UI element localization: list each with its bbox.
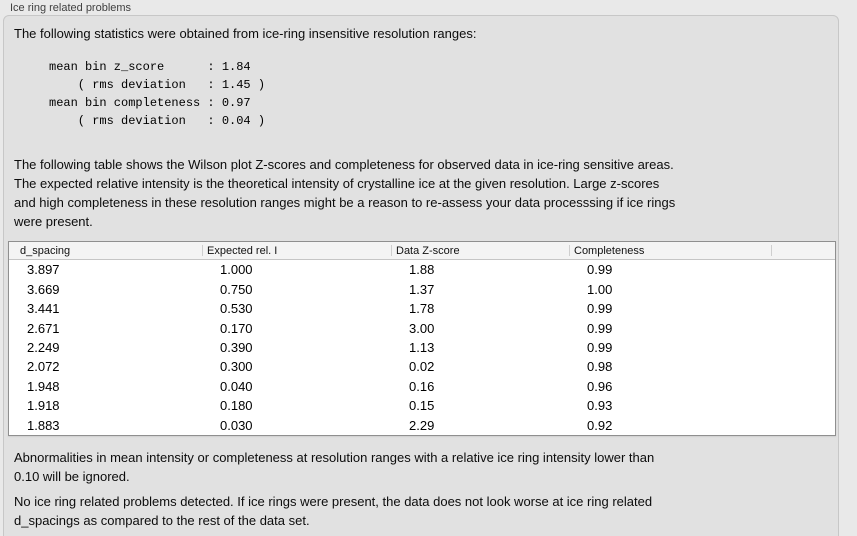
table-cell: 0.300 [220,359,253,375]
groupbox-title: Ice ring related problems [10,2,132,14]
table-row[interactable]: 3.897 1.000 1.88 0.99 [9,260,835,279]
column-header-expected-rel-i[interactable]: Expected rel. I [202,242,391,259]
table-cell: 0.99 [587,301,613,317]
table-cell: 0.02 [409,359,435,375]
table-cell: 3.441 [27,301,60,317]
table-cell: 1.78 [409,301,435,317]
table-row[interactable]: 1.948 0.040 0.16 0.96 [9,377,835,396]
table-row[interactable]: 1.883 0.030 2.29 0.92 [9,416,835,435]
table-cell: 2.671 [27,320,60,336]
table-cell: 1.918 [27,398,60,414]
table-row[interactable]: 1.918 0.180 0.15 0.93 [9,396,835,415]
table-cell: 0.92 [587,417,613,433]
table-cell: 0.99 [587,262,613,278]
table-cell: 0.040 [220,378,253,394]
table-cell: 0.16 [409,378,435,394]
table-cell: 2.249 [27,339,60,355]
table-body: 3.897 1.000 1.88 0.99 3.669 0.750 1.37 1.00 3.44… [9,260,835,435]
table-cell: 1.948 [27,378,60,394]
column-header-empty [771,242,835,259]
table-cell: 0.99 [587,320,613,336]
conclusion-text: No ice ring related problems detected. I… [14,494,653,528]
ignore-note-text: Abnormalities in mean intensity or compl… [14,450,655,484]
table-cell: 0.98 [587,359,613,375]
table-cell: 0.750 [220,281,253,297]
table-cell: 0.96 [587,378,613,394]
table-cell: 0.030 [220,417,253,433]
table-cell: 2.072 [27,359,60,375]
table-cell: 3.00 [409,320,435,336]
column-header-data-z-score[interactable]: Data Z-score [391,242,569,259]
table-cell: 2.29 [409,417,435,433]
table-cell: 0.390 [220,339,253,355]
table-cell: 0.180 [220,398,253,414]
table-cell: 3.669 [27,281,60,297]
stats-block: mean bin z_score : 1.84 ( rms deviation … [49,60,266,128]
table-cell: 0.99 [587,339,613,355]
table-cell: 1.000 [220,262,253,278]
table-cell: 0.93 [587,398,613,414]
table-description-text: The following table shows the Wilson plo… [14,157,676,229]
table-cell: 3.897 [27,262,60,278]
table-row[interactable]: 2.072 0.300 0.02 0.98 [9,357,835,376]
table-cell: 1.13 [409,339,435,355]
table-cell: 0.15 [409,398,435,414]
table-row[interactable]: 2.249 0.390 1.13 0.99 [9,338,835,357]
table-row[interactable]: 3.441 0.530 1.78 0.99 [9,299,835,318]
column-header-d-spacing[interactable]: d_spacing [20,244,71,257]
table-cell: 1.00 [587,281,613,297]
column-header-completeness[interactable]: Completeness [569,242,771,259]
table-cell: 1.88 [409,262,435,278]
table-cell: 1.37 [409,281,435,297]
table-header-row: d_spacing Expected rel. I Data Z-score Comp… [9,242,835,260]
table-row[interactable]: 3.669 0.750 1.37 1.00 [9,279,835,298]
intro-text: The following statistics were obtained f… [14,26,477,41]
table-cell: 1.883 [27,417,60,433]
table-row[interactable]: 2.671 0.170 3.00 0.99 [9,318,835,337]
table-cell: 0.530 [220,301,253,317]
ice-ring-table: d_spacing Expected rel. I Data Z-score Comp… [8,241,836,436]
table-cell: 0.170 [220,320,253,336]
